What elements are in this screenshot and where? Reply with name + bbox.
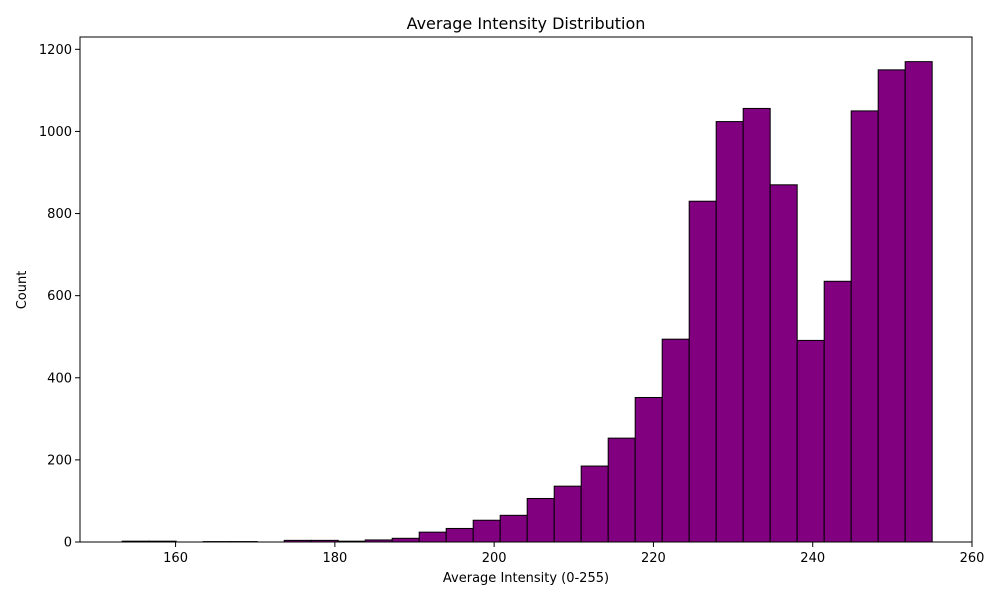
histogram-bar	[445, 527, 474, 543]
histogram-bar	[607, 437, 636, 543]
histogram-bar	[715, 121, 744, 543]
x-tick-label: 220	[641, 551, 666, 566]
x-tick-label: 240	[800, 551, 825, 566]
y-axis-label: Count	[15, 271, 30, 310]
y-axis: 0 200 400 600 800 1000 1200	[39, 43, 80, 551]
histogram-bar	[472, 519, 501, 543]
histogram-bar	[904, 61, 933, 543]
bars-group	[121, 61, 933, 543]
x-axis-label: Average Intensity (0-255)	[443, 571, 609, 586]
y-tick-label: 800	[47, 207, 72, 222]
histogram-bar	[877, 69, 906, 543]
histogram-bar	[661, 338, 690, 543]
y-tick-label: 1000	[39, 125, 72, 140]
histogram-bar	[823, 280, 852, 543]
x-tick-label: 200	[482, 551, 507, 566]
x-tick-label: 160	[163, 551, 188, 566]
histogram-bar	[796, 339, 825, 543]
chart-title: Average Intensity Distribution	[407, 14, 646, 33]
y-tick-label: 400	[47, 371, 72, 386]
histogram-bar	[769, 184, 798, 543]
y-tick-label: 600	[47, 289, 72, 304]
histogram-bar	[742, 107, 771, 543]
plot-frame	[79, 36, 973, 543]
histogram-bar	[418, 531, 447, 543]
y-tick-label: 1200	[39, 43, 72, 58]
y-tick-label: 0	[64, 536, 72, 551]
histogram-bar	[499, 514, 528, 543]
x-tick-label: 260	[960, 551, 985, 566]
y-tick-label: 200	[47, 453, 72, 468]
histogram-bar	[391, 537, 420, 543]
x-axis: 160 180 200 220 240 260	[163, 542, 984, 566]
histogram-bar	[688, 200, 717, 543]
histogram-bar	[553, 485, 582, 543]
histogram-bar	[850, 110, 879, 543]
x-tick-label: 180	[322, 551, 347, 566]
histogram-bar	[580, 465, 609, 543]
histogram-bar	[634, 396, 663, 543]
histogram-bar	[526, 497, 555, 543]
